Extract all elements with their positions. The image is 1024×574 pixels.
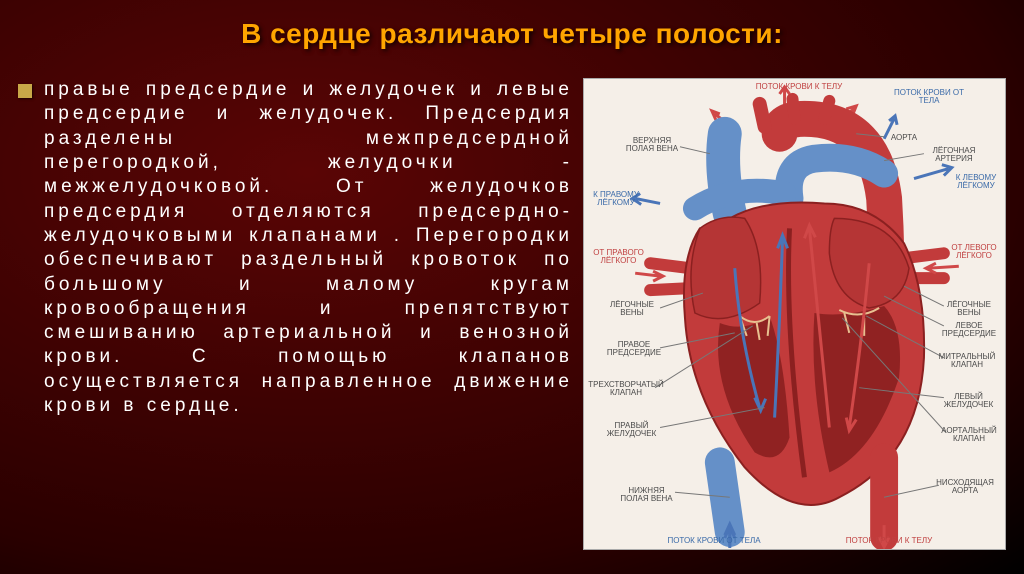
label-desc-aorta: НИСХОДЯЩАЯ АОРТА bbox=[929, 479, 1001, 496]
label-to-right-lung: К ПРАВОМУ ЛЁГКОМУ bbox=[586, 191, 646, 208]
bullet-icon bbox=[18, 84, 32, 98]
label-aortic-valve: АОРТАЛЬНЫЙ КЛАПАН bbox=[934, 427, 1004, 444]
label-flow-to-body-top: ПОТОК КРОВИ К ТЕЛУ bbox=[754, 83, 844, 91]
label-to-left-lung: К ЛЕВОМУ ЛЁГКОМУ bbox=[946, 174, 1006, 191]
label-pulm-artery: ЛЁГОЧНАЯ АРТЕРИЯ bbox=[919, 147, 989, 164]
label-left-ventricle: ЛЕВЫЙ ЖЕЛУДОЧЕК bbox=[936, 393, 1001, 410]
label-inf-vena: НИЖНЯЯ ПОЛАЯ ВЕНА bbox=[614, 487, 679, 504]
label-flow-to-body-bottom: ПОТОК КРОВИ К ТЕЛУ bbox=[834, 537, 944, 545]
label-tricuspid: ТРЕХСТВОРЧАТЫЙ КЛАПАН bbox=[586, 381, 666, 398]
label-pulm-veins-right: ЛЁГОЧНЫЕ ВЕНЫ bbox=[602, 301, 662, 318]
label-pulm-veins-left: ЛЁГОЧНЫЕ ВЕНЫ bbox=[939, 301, 999, 318]
label-aorta: АОРТА bbox=[879, 134, 929, 142]
label-sup-vena: ВЕРХНЯЯ ПОЛАЯ ВЕНА bbox=[622, 137, 682, 154]
label-flow-from-body-bottom: ПОТОК КРОВИ ОТ ТЕЛА bbox=[659, 537, 769, 545]
label-from-left-lung: ОТ ЛЕВОГО ЛЁГКОГО bbox=[944, 244, 1004, 261]
label-flow-from-body-top: ПОТОК КРОВИ ОТ ТЕЛА bbox=[889, 89, 969, 106]
body-text: правые предсердие и желудочек и левые пр… bbox=[44, 78, 573, 418]
content-row: правые предсердие и желудочек и левые пр… bbox=[0, 50, 1024, 550]
heart-diagram: ПОТОК КРОВИ К ТЕЛУ ПОТОК КРОВИ ОТ ТЕЛА А… bbox=[583, 78, 1006, 550]
text-column: правые предсердие и желудочек и левые пр… bbox=[18, 78, 573, 550]
label-left-atrium: ЛЕВОЕ ПРЕДСЕРДИЕ bbox=[934, 322, 1004, 339]
label-mitral: МИТРАЛЬНЫЙ КЛАПАН bbox=[932, 353, 1002, 370]
label-from-right-lung: ОТ ПРАВОГО ЛЁГКОГО bbox=[586, 249, 651, 266]
slide-title: В сердце различают четыре полости: bbox=[0, 0, 1024, 50]
label-right-atrium: ПРАВОЕ ПРЕДСЕРДИЕ bbox=[599, 341, 669, 358]
label-right-ventricle: ПРАВЫЙ ЖЕЛУДОЧЕК bbox=[599, 422, 664, 439]
